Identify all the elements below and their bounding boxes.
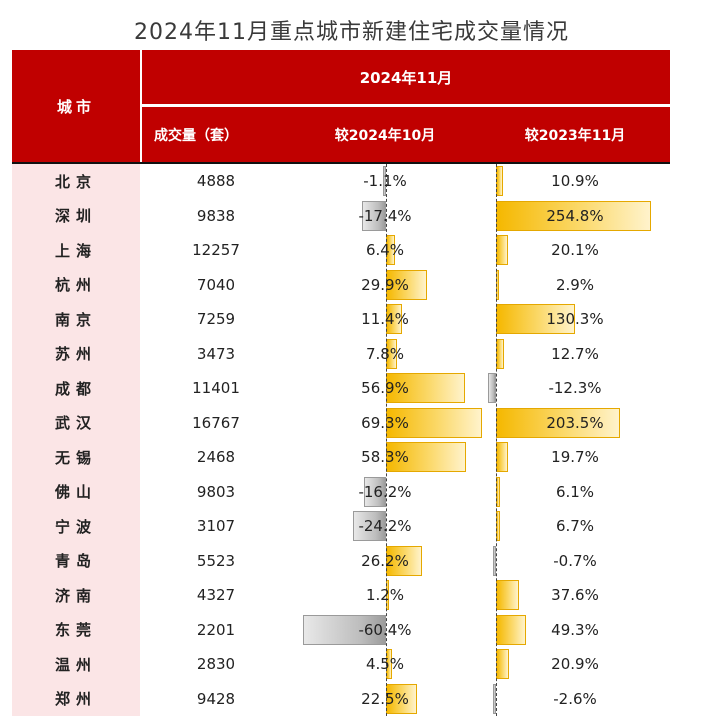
city-name: 武汉	[54, 414, 97, 433]
mom-bar	[361, 200, 386, 231]
mom-label: -1.1%	[363, 172, 407, 191]
yoy-bar	[488, 373, 496, 403]
yoy-bar	[493, 545, 496, 576]
mom-bar	[363, 476, 386, 507]
mom-label: -60.4%	[358, 620, 412, 639]
header-volume: 成交量（套）	[142, 107, 290, 162]
volume-value: 9803	[196, 482, 236, 501]
yoy-label: -0.7%	[553, 551, 597, 570]
volume-value: 3473	[196, 344, 236, 363]
mom-bar	[302, 614, 386, 645]
yoy-bar	[493, 683, 496, 714]
mom-label: 29.9%	[361, 275, 409, 294]
volume-value: 9838	[196, 206, 236, 225]
yoy-label: 254.8%	[546, 206, 604, 225]
mom-label: 22.5%	[361, 689, 409, 708]
mom-bar	[386, 373, 465, 403]
yoy-label: 49.3%	[551, 620, 599, 639]
city-name: 济南	[54, 586, 97, 605]
mom-bar	[386, 407, 482, 438]
mom-label: 6.4%	[365, 241, 405, 260]
city-name: 宁波	[54, 517, 97, 536]
volume-value: 7259	[196, 310, 236, 329]
yoy-label: 12.7%	[551, 344, 599, 363]
header-city: 城市	[12, 50, 140, 162]
city-name: 上海	[54, 241, 97, 260]
data-table: 城市 2024年11月 成交量（套） 较2024年10月 较2023年11月 北…	[12, 50, 670, 716]
yoy-label: 6.1%	[555, 482, 595, 501]
mom-label: 7.8%	[365, 344, 405, 363]
volume-value: 2830	[196, 655, 236, 674]
volume-value: 9428	[196, 689, 236, 708]
yoy-label: 6.7%	[555, 517, 595, 536]
city-name: 青岛	[54, 552, 97, 571]
yoy-bar	[496, 304, 576, 334]
yoy-label: 2.9%	[555, 275, 595, 294]
city-name: 郑州	[54, 690, 97, 709]
volume-value: 4888	[196, 172, 236, 191]
mom-label: -24.2%	[358, 517, 412, 536]
mom-label: 58.3%	[361, 448, 409, 467]
mom-label: 69.3%	[361, 413, 409, 432]
yoy-label: 203.5%	[546, 413, 604, 432]
city-name: 北京	[54, 172, 97, 191]
mom-label: 1.2%	[365, 586, 405, 605]
volume-value: 11401	[192, 379, 240, 398]
mom-label: 4.5%	[365, 655, 405, 674]
mom-bar	[383, 166, 386, 196]
volume-value: 3107	[196, 517, 236, 536]
city-name: 成都	[54, 379, 97, 398]
city-name: 温州	[54, 655, 97, 674]
yoy-label: 130.3%	[546, 310, 604, 329]
city-name: 苏州	[54, 345, 97, 364]
volume-value: 16767	[192, 413, 240, 432]
yoy-bar	[496, 200, 652, 231]
yoy-zero-axis	[496, 164, 497, 716]
mom-label: -16.2%	[358, 482, 412, 501]
yoy-label: -2.6%	[553, 689, 597, 708]
city-name: 南京	[54, 310, 97, 329]
yoy-label: 10.9%	[551, 172, 599, 191]
mom-label: 56.9%	[361, 379, 409, 398]
yoy-label: 20.9%	[551, 655, 599, 674]
volume-value: 4327	[196, 586, 236, 605]
city-name: 杭州	[54, 276, 97, 295]
yoy-label: 19.7%	[551, 448, 599, 467]
yoy-bar	[496, 614, 527, 645]
city-name: 深圳	[54, 207, 97, 226]
header-month: 2024年11月	[142, 50, 670, 104]
yoy-label: -12.3%	[548, 379, 602, 398]
header-mom: 较2024年10月	[290, 107, 480, 162]
city-name: 无锡	[54, 448, 97, 467]
volume-value: 2201	[196, 620, 236, 639]
mom-zero-axis	[386, 164, 387, 716]
yoy-label: 37.6%	[551, 586, 599, 605]
mom-label: -17.4%	[358, 206, 412, 225]
chart-title: 2024年11月重点城市新建住宅成交量情况	[134, 20, 569, 45]
yoy-bar	[496, 407, 621, 438]
volume-value: 5523	[196, 551, 236, 570]
yoy-label: 20.1%	[551, 241, 599, 260]
mom-bar	[352, 511, 386, 541]
volume-value: 2468	[196, 448, 236, 467]
header-yoy: 较2023年11月	[480, 107, 670, 162]
mom-bar	[386, 545, 423, 576]
volume-value: 12257	[192, 241, 240, 260]
mom-label: 11.4%	[361, 310, 409, 329]
header-separator	[12, 162, 670, 164]
volume-value: 7040	[196, 275, 236, 294]
mom-label: 26.2%	[361, 551, 409, 570]
city-column-background	[12, 164, 140, 716]
city-name: 佛山	[54, 483, 97, 502]
city-name: 东莞	[54, 621, 97, 640]
